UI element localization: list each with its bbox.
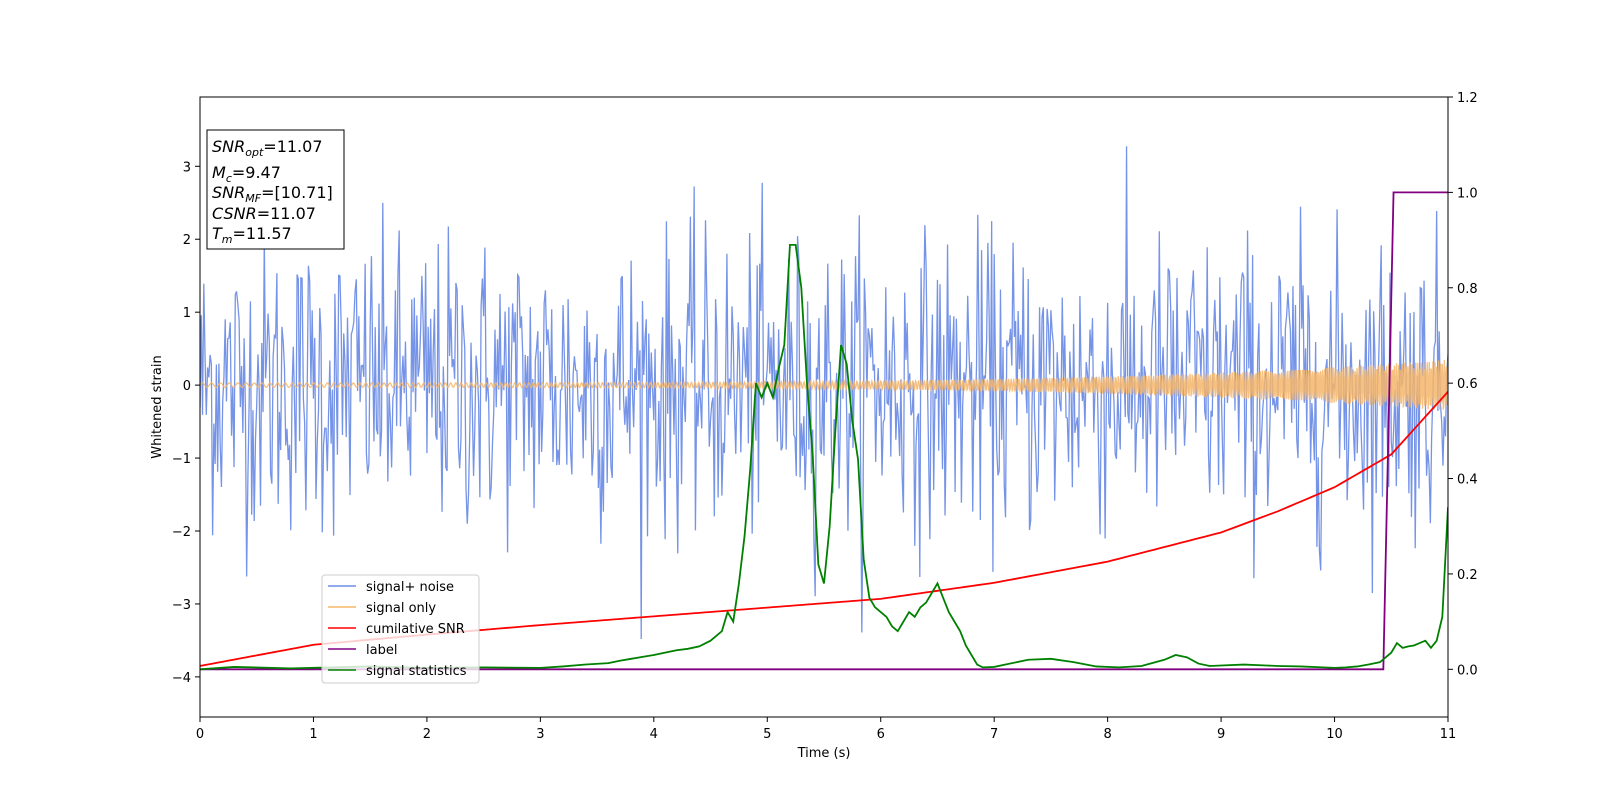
textbox-tm: Tm=11.57 (212, 224, 292, 246)
legend-label-signal-statistics: signal statistics (366, 664, 467, 679)
legend-label-label: label (366, 643, 397, 658)
textbox-snr-opt-value: =11.07 (263, 137, 322, 156)
x-tick-label: 8 (1103, 727, 1111, 742)
x-tick-label: 11 (1440, 727, 1457, 742)
y-tick-label-left: 3 (183, 160, 191, 175)
x-tick-label: 4 (650, 727, 658, 742)
x-tick-label: 0 (196, 727, 204, 742)
x-tick-label: 7 (990, 727, 998, 742)
textbox-mc: Mc=9.47 (212, 163, 281, 185)
info-textbox: SNRopt=11.07 Mc=9.47 SNRMF=[10.71] CSNR=… (206, 129, 345, 250)
ticks-layer: 0 1 2 3 4 5 6 7 8 9 10 11 −4 −3 −2 −1 0 1 2 3 0.0 0.2 0.4 0.6 0.… (172, 91, 1478, 742)
y-tick-label-right: 0.6 (1457, 377, 1478, 392)
y-tick-label-left: 0 (183, 379, 191, 394)
y-tick-label-right: 0.4 (1457, 473, 1478, 488)
x-tick-label: 9 (1217, 727, 1225, 742)
y-tick-label-left: −3 (172, 598, 191, 613)
textbox-snr-mf-value: =[10.71] (261, 183, 333, 202)
y-tick-label-left: −2 (172, 525, 191, 540)
series-line-signal-noise (200, 146, 1448, 640)
textbox-snr-opt: SNRopt=11.07 (212, 137, 323, 159)
y-axis-label: Whitened strain (150, 355, 165, 458)
textbox-tm-value: =11.57 (233, 224, 292, 243)
legend-label-signal-noise: signal+ noise (366, 580, 454, 595)
textbox-csnr-value: =11.07 (257, 204, 316, 223)
y-tick-label-right: 1.0 (1457, 186, 1478, 201)
y-tick-label-left: 1 (183, 306, 191, 321)
textbox-csnr: CSNR=11.07 (212, 204, 316, 223)
series-line-signal-only (200, 359, 1448, 410)
y-tick-label-left: −4 (172, 671, 191, 686)
x-tick-label: 2 (423, 727, 431, 742)
y-tick-label-left: 2 (183, 233, 191, 248)
y-tick-label-left: −1 (172, 452, 191, 467)
y-tick-label-right: 1.2 (1457, 91, 1478, 106)
plot-frame (199, 96, 1449, 718)
y-tick-label-right: 0.2 (1457, 568, 1478, 583)
legend: signal+ noise signal only cumilative SNR… (321, 574, 480, 684)
x-axis-label: Time (s) (797, 746, 851, 761)
legend-label-cumulative-snr: cumilative SNR (366, 622, 465, 637)
x-tick-label: 6 (877, 727, 885, 742)
x-tick-label: 5 (763, 727, 771, 742)
x-tick-label: 1 (309, 727, 317, 742)
y-tick-label-right: 0.0 (1457, 663, 1478, 678)
legend-label-signal-only: signal only (366, 601, 436, 616)
series-line-label (200, 191, 1448, 671)
series-line-signal-statistics (200, 243, 1448, 671)
x-tick-label: 10 (1326, 727, 1343, 742)
textbox-snr-mf: SNRMF=[10.71] (212, 183, 333, 205)
x-tick-label: 3 (536, 727, 544, 742)
y-tick-label-right: 0.8 (1457, 282, 1478, 297)
textbox-mc-value: =9.47 (232, 163, 281, 182)
